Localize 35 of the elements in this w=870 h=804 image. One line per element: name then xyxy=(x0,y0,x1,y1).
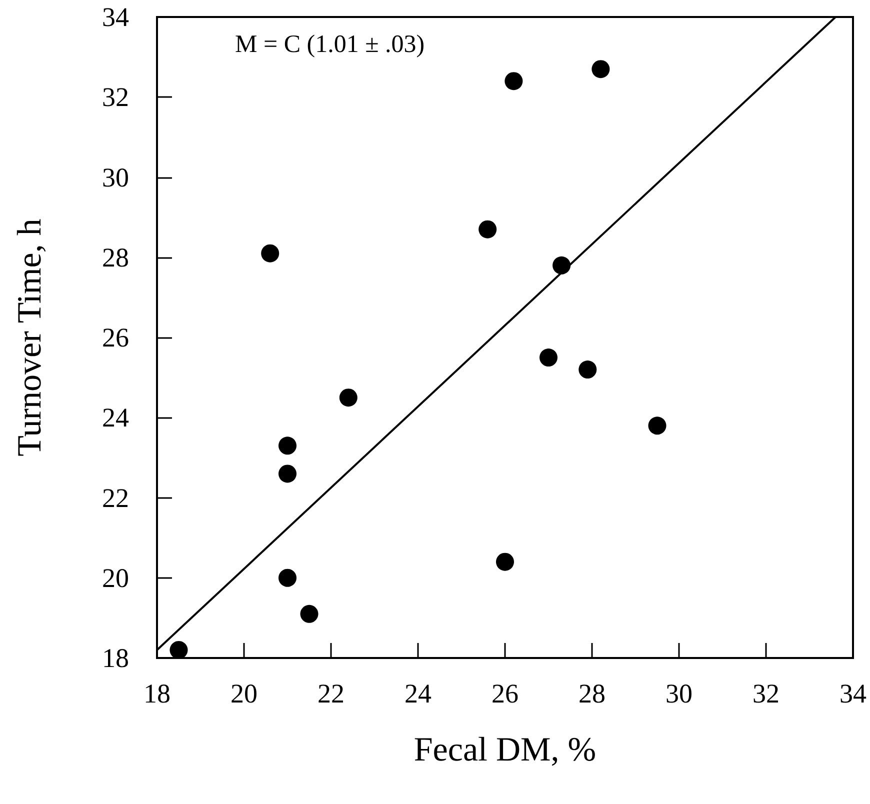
point xyxy=(170,640,188,659)
point xyxy=(300,604,318,623)
point xyxy=(496,552,514,571)
y-tick-label: 30 xyxy=(102,162,129,192)
point xyxy=(278,568,296,587)
point xyxy=(278,436,296,455)
point xyxy=(339,388,358,407)
point xyxy=(261,244,280,262)
x-tick-label: 34 xyxy=(840,678,867,708)
y-tick-label: 22 xyxy=(102,482,129,513)
x-axis-title: Fecal DM, % xyxy=(414,732,596,768)
point xyxy=(478,220,497,238)
y-tick-label: 18 xyxy=(102,643,129,673)
y-tick-label: 32 xyxy=(102,82,129,112)
point xyxy=(278,464,296,483)
point xyxy=(578,360,597,379)
x-tick-label: 20 xyxy=(230,678,258,708)
x-tick-label: 28 xyxy=(578,678,606,708)
x-tick-label: 26 xyxy=(492,678,518,708)
y-tick-label: 20 xyxy=(102,562,129,593)
y-tick-label: 26 xyxy=(102,322,129,352)
y-axis-title: Turnover Time, h xyxy=(12,218,48,456)
point xyxy=(648,416,666,435)
y-tick-label: 24 xyxy=(102,402,130,433)
x-tick-label: 30 xyxy=(666,678,692,708)
x-tick-label: 32 xyxy=(752,678,780,708)
annotation: M = C (1.01 ± .03) xyxy=(235,31,425,58)
y-tick-label: 28 xyxy=(102,242,129,272)
point xyxy=(540,348,558,367)
point xyxy=(504,72,523,90)
x-tick-label: 22 xyxy=(318,678,344,708)
y-tick-label: 34 xyxy=(102,2,130,32)
x-tick-label: 24 xyxy=(404,678,432,708)
x-tick-label: 18 xyxy=(144,678,170,708)
point xyxy=(592,60,610,78)
